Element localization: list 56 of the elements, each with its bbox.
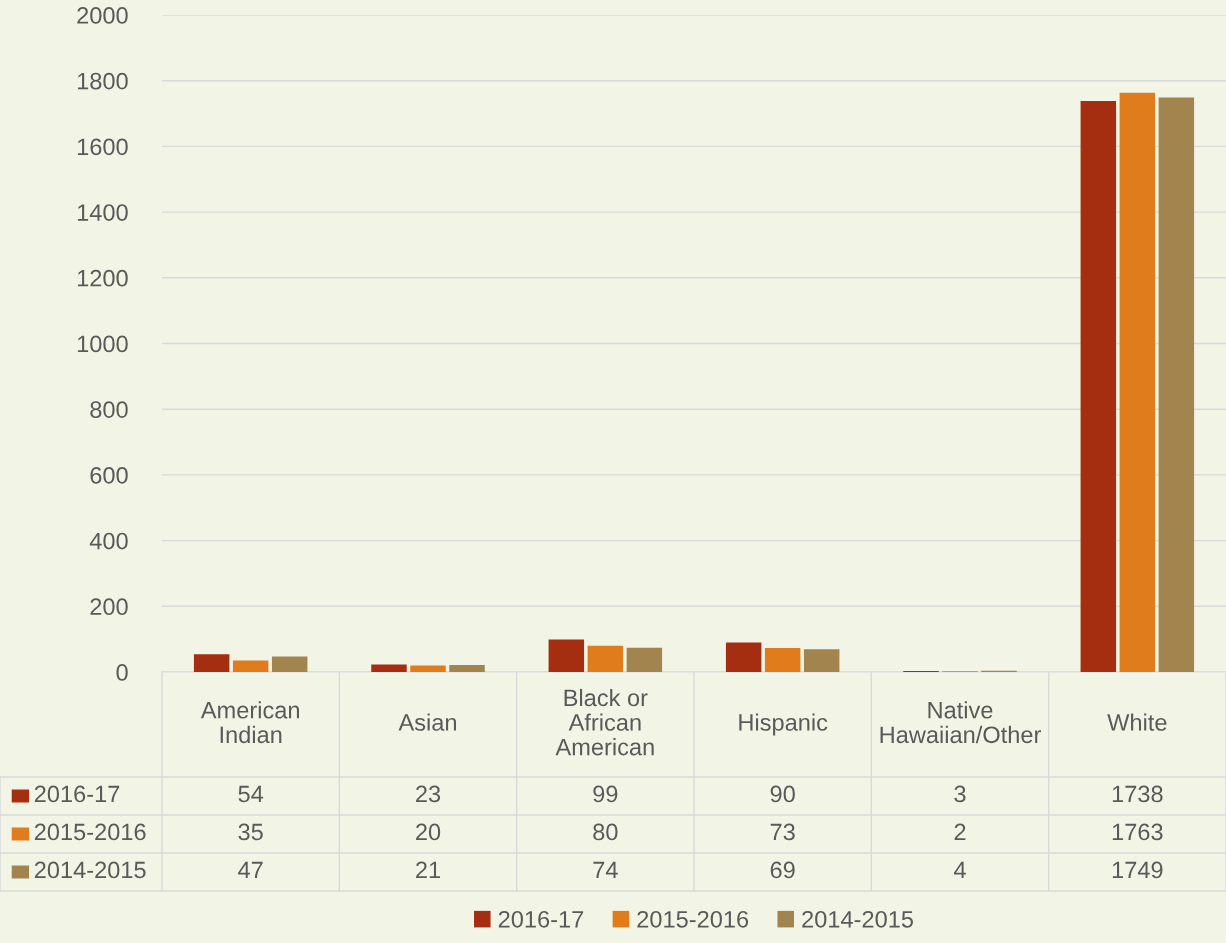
bar [371, 664, 407, 672]
data-label: 4 [953, 861, 966, 879]
legend-label: 2014-2015 [34, 861, 146, 879]
data-label: 73 [770, 823, 795, 841]
y-tick-label: 800 [90, 401, 128, 418]
bar [449, 665, 485, 672]
data-label: 2 [954, 823, 966, 841]
x-tick-label: White [1107, 713, 1167, 731]
data-label: 35 [238, 823, 263, 841]
data-label: 99 [593, 785, 618, 803]
x-tick-label: Black or African American [555, 688, 654, 756]
bar [548, 639, 585, 672]
y-tick-label: 2000 [77, 7, 128, 24]
text: 2016-17 [498, 910, 584, 928]
x-tick-label: Hispanic [739, 713, 828, 736]
data-label: 69 [770, 861, 795, 879]
data-label: 47 [238, 861, 263, 879]
data-label: 23 [416, 785, 441, 803]
legend-label: 2015-2016 [34, 823, 146, 841]
bar [1158, 97, 1195, 672]
x-tick-label: American Indian [200, 701, 299, 744]
y-tick-label: 200 [90, 598, 128, 616]
data-label: 80 [593, 823, 618, 841]
y-tick-label: 1200 [77, 269, 128, 287]
bar [232, 660, 269, 672]
data-label: 74 [593, 861, 618, 879]
bar [193, 654, 230, 672]
data-label: 20 [416, 823, 441, 841]
data-label: 3 [954, 785, 966, 803]
bar [1080, 101, 1117, 672]
x-tick-label: Asian [398, 713, 456, 731]
bar [626, 647, 663, 672]
y-tick-label: 1000 [77, 335, 128, 353]
bar [587, 645, 624, 672]
y-tick-label: 600 [90, 466, 128, 484]
bar [410, 665, 446, 672]
text: 2015-2016 [637, 910, 749, 928]
bar [271, 656, 308, 672]
y-tick-label: 400 [89, 532, 128, 550]
data-label: 21 [416, 861, 440, 879]
data-label: 1763 [1112, 823, 1163, 841]
y-tick-label: 1400 [77, 204, 128, 221]
data-label: 1738 [1112, 785, 1163, 803]
text: 2014-2015 [802, 910, 913, 928]
y-tick-label: 0 [116, 664, 128, 681]
data-label: 1749 [1112, 861, 1163, 879]
y-tick-label: 1800 [77, 72, 128, 90]
legend-label: 2016-17 [34, 785, 120, 803]
y-tick-label: 1600 [77, 138, 128, 156]
x-tick-label: Native Hawaiian/Other [880, 701, 1041, 744]
bar [803, 649, 840, 672]
data-label: 90 [770, 785, 795, 803]
bar [725, 642, 762, 672]
data-label: 54 [238, 785, 264, 803]
bar [764, 648, 801, 672]
bar [1119, 92, 1156, 672]
